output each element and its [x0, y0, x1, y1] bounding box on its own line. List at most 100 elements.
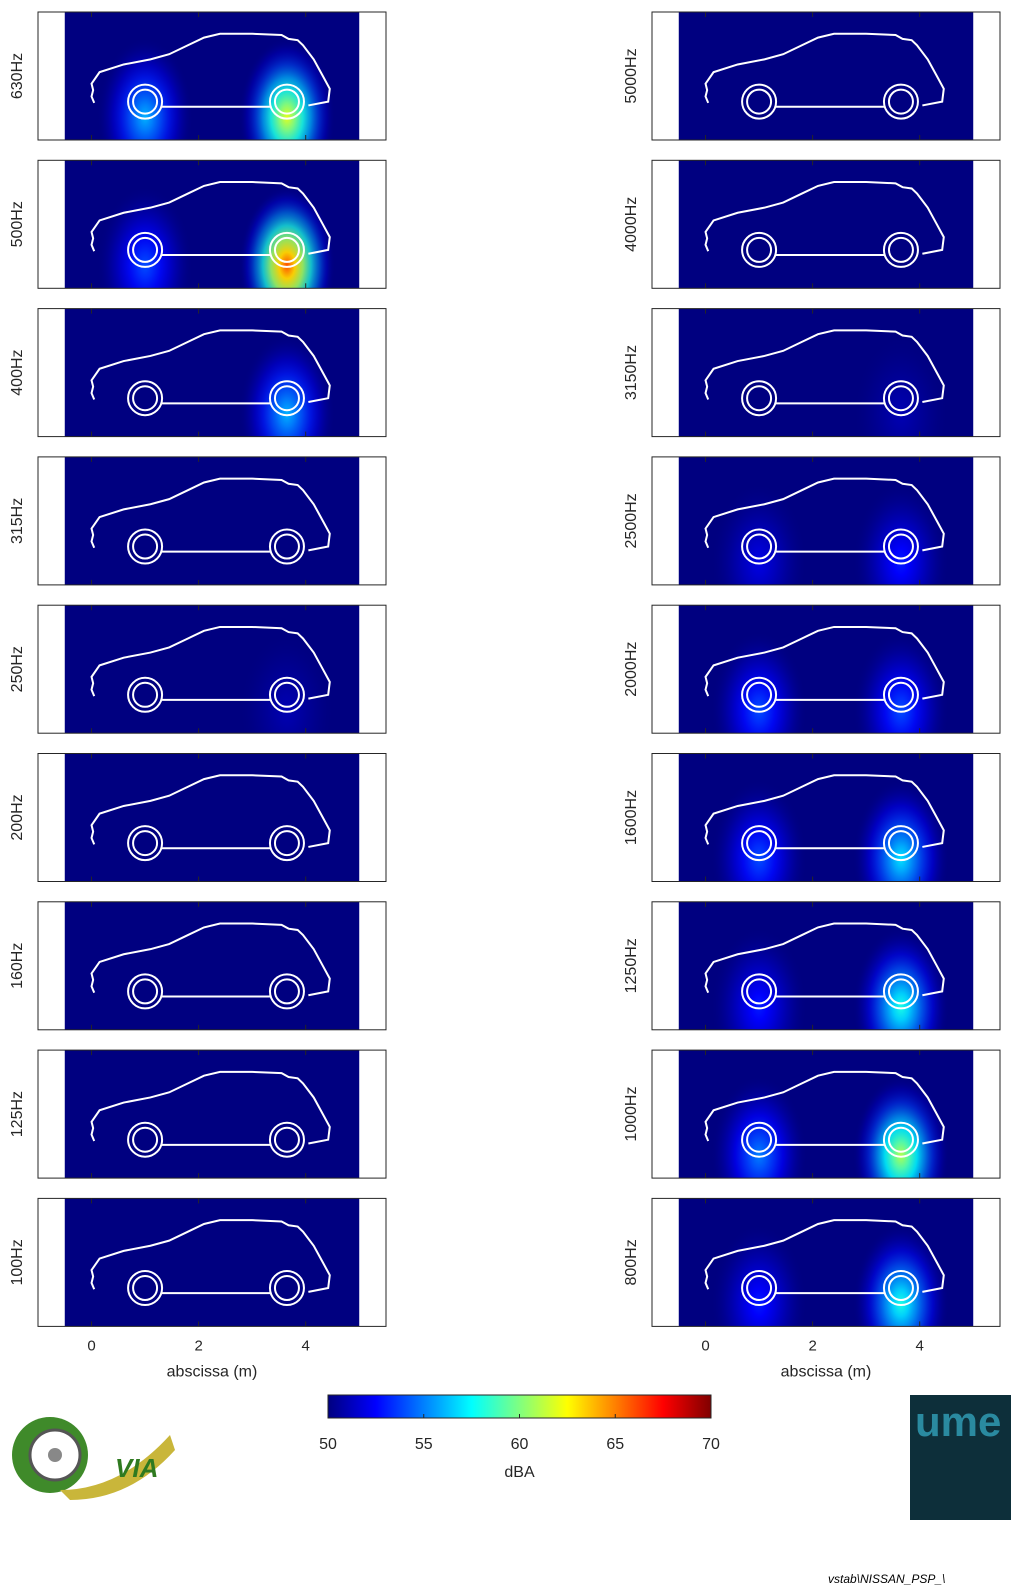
map-background	[64, 1050, 360, 1179]
axes-frame	[37, 901, 387, 1031]
panel-label: 250Hz	[9, 646, 26, 692]
colorbar-tick-label: 60	[511, 1436, 529, 1453]
car-outline	[90, 477, 331, 552]
car-outline	[90, 922, 331, 997]
wheel-inner	[273, 236, 300, 263]
wheel-inner	[132, 385, 159, 412]
footer-text: vstab\NISSAN_PSP_\	[828, 1572, 945, 1586]
wheel	[882, 973, 919, 1010]
colorbar-tick-label: 65	[606, 1436, 624, 1453]
x-tick-label: 0	[87, 1337, 95, 1354]
axes-frame	[37, 1197, 387, 1327]
colorbar-tick-label: 70	[702, 1436, 720, 1453]
wheel	[127, 528, 164, 565]
panel: 160Hz	[9, 901, 387, 1031]
hotspot	[710, 1224, 808, 1327]
car-outline	[704, 329, 945, 404]
wheel	[127, 973, 164, 1010]
wheel	[268, 1270, 305, 1306]
wheel	[268, 231, 305, 268]
panel: 1250Hz	[623, 901, 1001, 1031]
x-axis-label: abscissa (m)	[167, 1364, 258, 1381]
panel: 125Hz	[9, 1049, 387, 1179]
axes-frame	[37, 456, 387, 586]
wheel-inner	[746, 236, 773, 263]
wheel	[268, 380, 305, 417]
panel-label: 100Hz	[9, 1239, 26, 1285]
logo-left: VIA	[12, 1417, 175, 1500]
logo-right: ume	[910, 1395, 1011, 1520]
map-background	[678, 160, 974, 289]
panel-label: 200Hz	[9, 794, 26, 840]
wheel	[882, 528, 919, 565]
wheel-inner	[887, 830, 914, 857]
wheel	[127, 676, 164, 713]
panel: 5000Hz	[623, 11, 1001, 141]
axes-frame	[651, 1197, 1001, 1327]
x-tick-label: 2	[808, 1337, 816, 1354]
wheel-inner	[887, 1275, 914, 1301]
panel-label: 5000Hz	[623, 48, 640, 103]
wheel	[127, 825, 164, 862]
car-outline	[704, 32, 945, 107]
colorbar-tick-label: 50	[319, 1436, 337, 1453]
car-outline	[704, 1070, 945, 1145]
car-outline	[90, 625, 331, 700]
panel-label: 630Hz	[9, 53, 26, 99]
wheel	[741, 825, 778, 862]
wheel	[882, 83, 919, 120]
wheel-inner	[273, 1275, 300, 1301]
panel: 0 2 4 abscissa (m) 100Hz	[9, 1197, 387, 1381]
wheel	[268, 676, 305, 713]
map-background	[64, 753, 360, 882]
panel-label: 3150Hz	[623, 345, 640, 400]
wheel-inner	[132, 830, 159, 857]
axes-frame	[37, 159, 387, 289]
wheel	[127, 1270, 164, 1306]
wheel	[741, 528, 778, 565]
colorbar: 50 55 60 65 70 dBA	[319, 1394, 720, 1481]
panel-label: 160Hz	[9, 943, 26, 989]
wheel	[882, 380, 919, 417]
car-outline	[90, 1070, 331, 1145]
wheel-inner	[887, 533, 914, 560]
panel: 1600Hz	[623, 753, 1001, 882]
panel: 3150Hz	[623, 308, 1001, 438]
wheel	[127, 380, 164, 417]
wheel-inner	[273, 830, 300, 857]
wheel	[882, 825, 919, 862]
panel-label: 800Hz	[623, 1239, 640, 1285]
car-outline	[704, 922, 945, 997]
panel: 250Hz	[9, 604, 387, 734]
wheel	[741, 1270, 778, 1306]
wheel	[127, 1121, 164, 1158]
panel: 315Hz	[9, 456, 387, 586]
panel-label: 500Hz	[9, 201, 26, 247]
wheel-inner	[273, 385, 300, 412]
x-tick-label: 4	[916, 1337, 924, 1354]
wheel-inner	[273, 681, 300, 708]
panel-label: 1600Hz	[623, 790, 640, 845]
wheel-inner	[746, 533, 773, 560]
panel: 2000Hz	[623, 604, 1001, 734]
axes-frame	[37, 11, 387, 141]
wheel	[882, 1121, 919, 1158]
wheel	[882, 1270, 919, 1306]
wheel-inner	[132, 533, 159, 560]
car-outline	[90, 32, 331, 107]
wheel-inner	[746, 385, 773, 412]
wheel	[741, 83, 778, 120]
wheel-inner	[132, 1126, 159, 1153]
colorbar-tick-label: 55	[415, 1436, 433, 1453]
wheel	[268, 83, 305, 120]
car-outline	[90, 774, 331, 848]
axes-frame	[37, 308, 387, 438]
axes-frame	[37, 1049, 387, 1179]
wheel-inner	[887, 236, 914, 263]
logo-hub	[48, 1448, 62, 1462]
wheel	[268, 825, 305, 862]
panel-label: 400Hz	[9, 349, 26, 395]
axes-frame	[37, 753, 387, 882]
map-background	[64, 901, 360, 1030]
